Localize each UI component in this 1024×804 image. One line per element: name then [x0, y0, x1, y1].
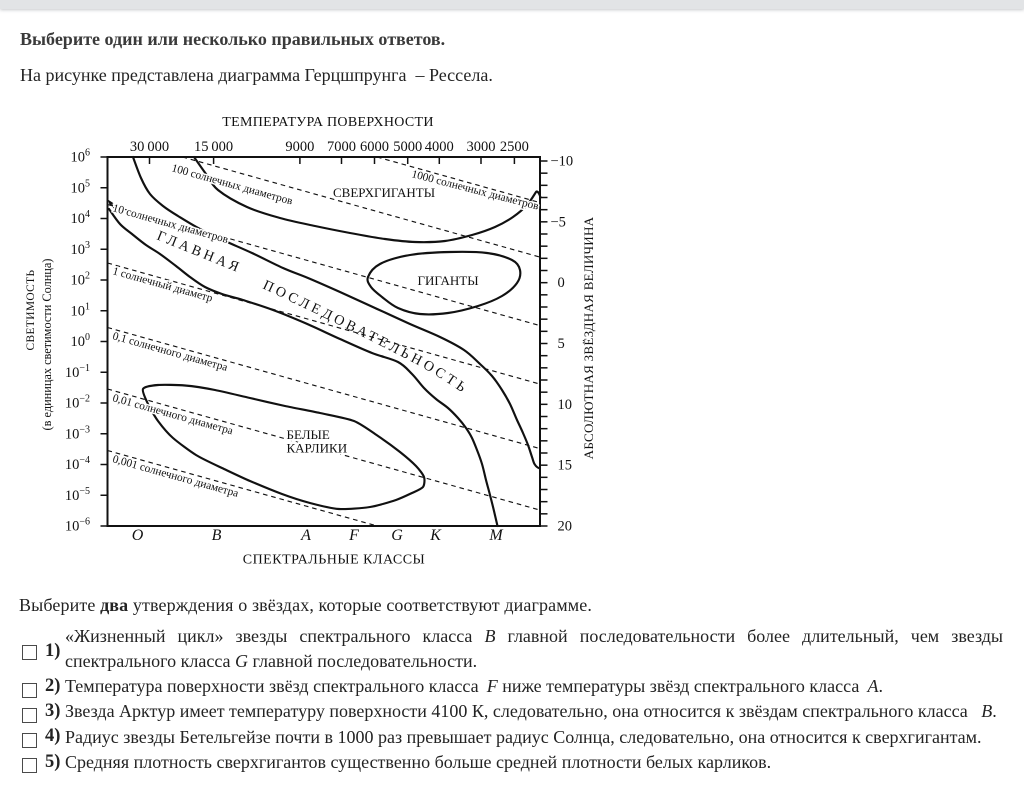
svg-text:М: М	[488, 527, 504, 544]
svg-text:106: 106	[71, 148, 91, 166]
svg-text:0: 0	[558, 275, 565, 291]
svg-text:4000: 4000	[425, 139, 454, 155]
svg-text:102: 102	[71, 271, 91, 289]
svg-text:3000: 3000	[467, 139, 496, 155]
svg-text:0,001 солнечного диаметра: 0,001 солнечного диаметра	[111, 453, 240, 500]
svg-text:К: К	[429, 527, 442, 544]
svg-text:В: В	[212, 527, 222, 544]
svg-text:30 000: 30 000	[130, 139, 169, 155]
svg-text:15: 15	[558, 458, 573, 474]
svg-text:10−4: 10−4	[65, 455, 90, 473]
svg-text:АБСОЛЮТНАЯ ЗВЁЗДНАЯ ВЕЛИЧИНА: АБСОЛЮТНАЯ ЗВЁЗДНАЯ ВЕЛИЧИНА	[581, 216, 596, 459]
svg-text:0,1 солнечного диаметра: 0,1 солнечного диаметра	[111, 330, 229, 374]
svg-text:10−6: 10−6	[65, 517, 90, 535]
svg-text:20: 20	[558, 519, 573, 535]
svg-text:−10: −10	[551, 154, 574, 170]
svg-text:100 солнечных диаметров: 100 солнечных диаметров	[170, 162, 294, 207]
svg-text:КАРЛИКИ: КАРЛИКИ	[287, 441, 348, 456]
svg-text:100: 100	[71, 332, 91, 350]
svg-text:10−3: 10−3	[65, 424, 90, 442]
svg-text:105: 105	[71, 178, 91, 196]
svg-text:101: 101	[71, 301, 91, 319]
svg-text:103: 103	[71, 240, 91, 258]
svg-text:(в единицах светимости Солнца): (в единицах светимости Солнца)	[40, 259, 54, 431]
svg-text:15 000: 15 000	[194, 139, 233, 155]
svg-text:ТЕМПЕРАТУРА ПОВЕРХНОСТИ: ТЕМПЕРАТУРА ПОВЕРХНОСТИ	[222, 115, 433, 130]
svg-text:10−5: 10−5	[65, 486, 90, 504]
svg-text:9000: 9000	[285, 139, 314, 155]
svg-text:2500: 2500	[500, 139, 529, 155]
svg-text:ГИГАНТЫ: ГИГАНТЫ	[418, 273, 479, 288]
svg-text:G: G	[391, 527, 403, 544]
svg-text:6000: 6000	[360, 139, 389, 155]
svg-text:СПЕКТРАЛЬНЫЕ КЛАССЫ: СПЕКТРАЛЬНЫЕ КЛАССЫ	[243, 553, 426, 568]
svg-text:7000: 7000	[327, 139, 356, 155]
svg-text:1 солнечный диаметр: 1 солнечный диаметр	[111, 265, 214, 304]
svg-text:А: А	[300, 527, 311, 544]
svg-text:10−2: 10−2	[65, 394, 90, 412]
svg-text:5: 5	[558, 336, 565, 352]
svg-text:0,01 солнечного диаметра: 0,01 солнечного диаметра	[111, 392, 234, 437]
svg-text:О: О	[132, 527, 144, 544]
svg-text:5000: 5000	[393, 139, 422, 155]
svg-text:БЕЛЫЕ: БЕЛЫЕ	[287, 427, 330, 442]
svg-text:СВЕРХГИГАНТЫ: СВЕРХГИГАНТЫ	[333, 185, 435, 200]
svg-text:10−1: 10−1	[65, 363, 90, 381]
svg-text:104: 104	[71, 209, 91, 227]
svg-text:10: 10	[558, 397, 573, 413]
svg-text:F: F	[348, 527, 359, 544]
svg-text:−5: −5	[551, 214, 566, 230]
svg-text:СВЕТИМОСТЬ: СВЕТИМОСТЬ	[25, 269, 37, 350]
